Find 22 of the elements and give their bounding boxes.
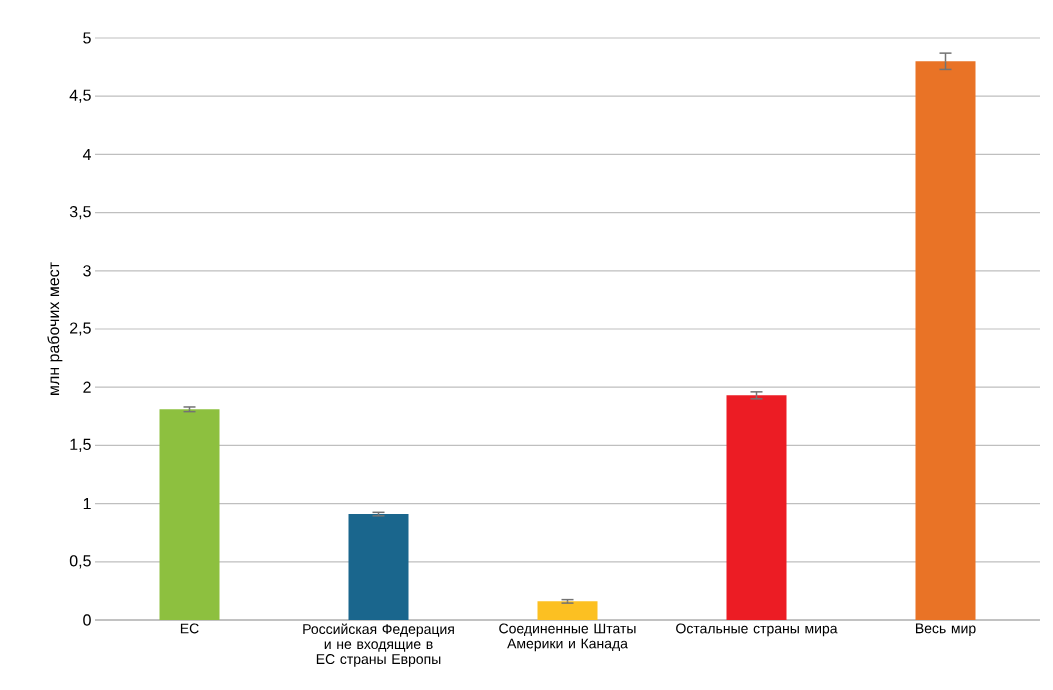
y-tick-label: 0,5: [69, 555, 91, 569]
y-tick-label: 5: [83, 32, 91, 44]
x-tick-label: Весь мир: [915, 623, 976, 637]
y-tick-label: 4,5: [69, 89, 91, 103]
y-tick-label: 1,5: [70, 438, 91, 452]
y-tick-label: 0: [83, 614, 91, 626]
x-tick-label: ЕС: [180, 623, 199, 634]
y-tick-label: 4: [82, 148, 91, 160]
bar: [159, 409, 220, 620]
x-tick-label: Российская Федерация и не входящие в ЕС страны Европы: [303, 623, 454, 667]
y-tick-label: 3,5: [69, 205, 91, 220]
x-tick-label: Соединенные Штаты Америки и Канада: [499, 623, 636, 652]
bar: [348, 514, 409, 620]
y-tick-label: 1: [83, 498, 91, 510]
x-tick-label: Остальные страны мира: [676, 623, 838, 637]
y-tick-label: 2,5: [70, 322, 91, 336]
y-tick-label: 3: [83, 265, 91, 277]
bar: [915, 61, 976, 620]
bar: [537, 601, 598, 620]
y-tick-label: 2: [83, 381, 91, 393]
y-axis-title: млн рабочих мест: [47, 262, 63, 395]
bar: [726, 395, 787, 620]
